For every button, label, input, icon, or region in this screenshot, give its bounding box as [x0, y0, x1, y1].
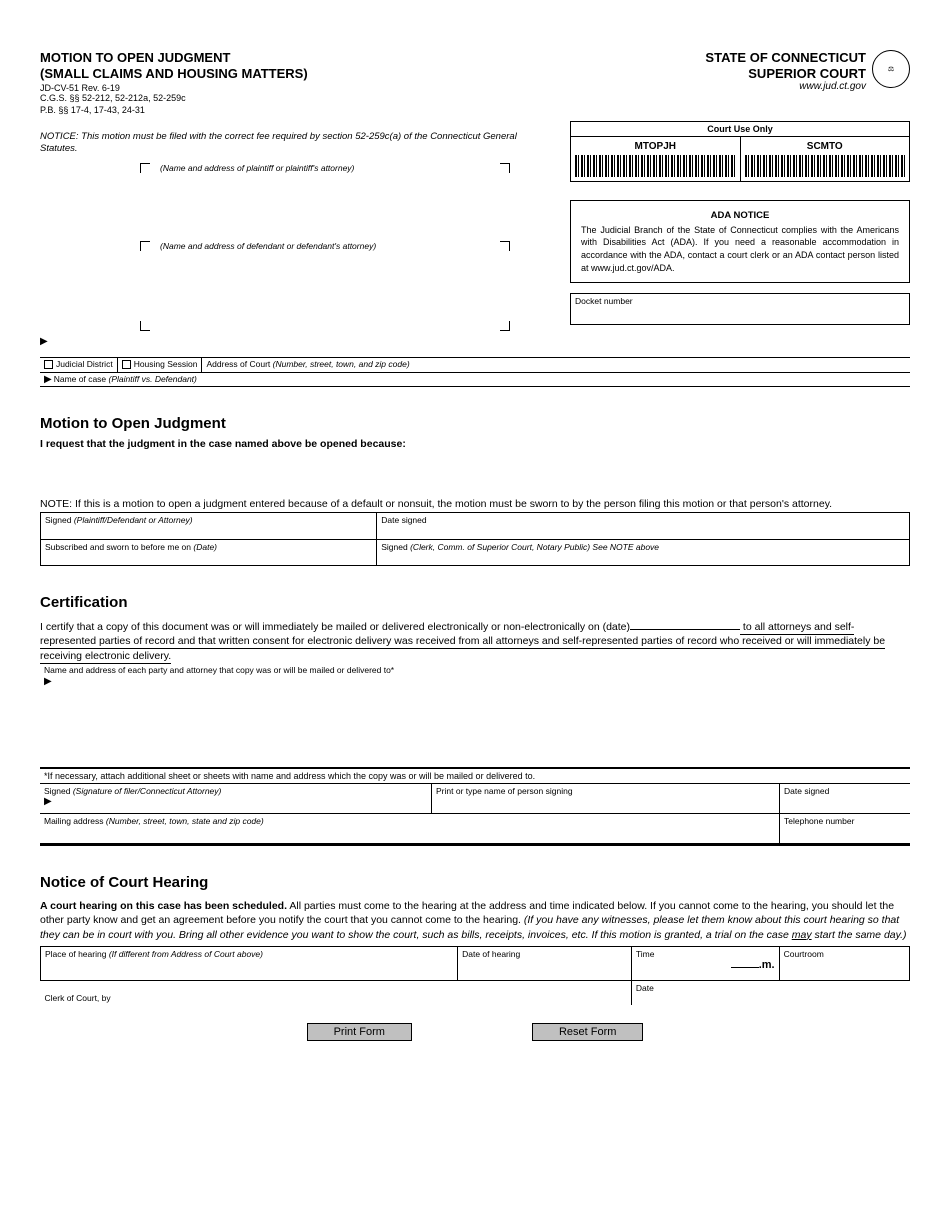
- signature-table-2: Signed (Signature of filer/Connecticut A…: [40, 784, 910, 845]
- hearing-body: A court hearing on this case has been sc…: [40, 899, 910, 942]
- certification-title: Certification: [40, 594, 910, 611]
- judicial-district-checkbox[interactable]: Judicial District: [40, 358, 118, 371]
- signature-table-1: Signed (Plaintiff/Defendant or Attorney)…: [40, 513, 910, 566]
- court-name: SUPERIOR COURT: [705, 66, 866, 82]
- case-name-field[interactable]: ▶Name of case (Plaintiff vs. Defendant): [40, 373, 910, 387]
- arrow-icon: ▶: [40, 676, 910, 687]
- attach-note: *If necessary, attach additional sheet o…: [40, 769, 910, 784]
- ada-title: ADA NOTICE: [581, 209, 899, 222]
- docket-number-field[interactable]: Docket number: [570, 293, 910, 325]
- print-form-button[interactable]: Print Form: [307, 1023, 412, 1041]
- court-address-field[interactable]: Address of Court (Number, street, town, …: [202, 358, 910, 371]
- courtroom-field[interactable]: Courtroom: [779, 946, 909, 980]
- arrow-icon: ▶: [40, 336, 48, 347]
- barcode-label-1: MTOPJH: [575, 141, 736, 152]
- court-seal-icon: ⚖: [872, 50, 910, 88]
- form-number: JD-CV-51 Rev. 6-19: [40, 83, 492, 93]
- form-header: MOTION TO OPEN JUDGMENT (SMALL CLAIMS AN…: [40, 50, 910, 117]
- barcode-label-2: SCMTO: [745, 141, 906, 152]
- filing-notice: NOTICE: This motion must be filed with t…: [40, 131, 550, 156]
- hearing-date-field[interactable]: Date of hearing: [458, 946, 632, 980]
- hearing-title: Notice of Court Hearing: [40, 874, 910, 891]
- party-address-label: Name and address of each party and attor…: [40, 664, 910, 676]
- signed-field[interactable]: Signed (Plaintiff/Defendant or Attorney): [41, 513, 377, 539]
- date-signed-field[interactable]: Date signed: [377, 513, 910, 539]
- court-use-only-box: Court Use Only MTOPJH SCMTO: [570, 121, 910, 182]
- website: www.jud.ct.gov: [705, 81, 866, 92]
- hearing-date-2-field[interactable]: Date: [631, 980, 909, 1005]
- motion-note: NOTE: If this is a motion to open a judg…: [40, 498, 910, 514]
- date-signed-2-field[interactable]: Date signed: [780, 784, 911, 814]
- barcode-1: [575, 155, 736, 177]
- clerk-signature-field[interactable]: Clerk of Court, by: [41, 980, 632, 1005]
- barcode-2: [745, 155, 906, 177]
- form-title-2: (SMALL CLAIMS AND HOUSING MATTERS): [40, 66, 492, 82]
- court-use-title: Court Use Only: [571, 122, 909, 137]
- statute-ref-1: C.G.S. §§ 52-212, 52-212a, 52-259c: [40, 93, 492, 105]
- hearing-place-field[interactable]: Place of hearing (If different from Addr…: [41, 946, 458, 980]
- state-name: STATE OF CONNECTICUT: [705, 50, 866, 66]
- plaintiff-address-label: (Name and address of plaintiff or plaint…: [160, 163, 354, 173]
- certification-body: I certify that a copy of this document w…: [40, 619, 910, 664]
- sworn-date-field[interactable]: Subscribed and sworn to before me on (Da…: [41, 539, 377, 565]
- filer-signature-field[interactable]: Signed (Signature of filer/Connecticut A…: [40, 784, 432, 814]
- cert-date-field[interactable]: [630, 619, 740, 630]
- statute-ref-2: P.B. §§ 17-4, 17-43, 24-31: [40, 105, 492, 117]
- plaintiff-address-block[interactable]: (Name and address of plaintiff or plaint…: [40, 163, 550, 233]
- clerk-signed-field[interactable]: Signed (Clerk, Comm. of Superior Court, …: [377, 539, 910, 565]
- mailing-address-field[interactable]: Mailing address (Number, street, town, s…: [40, 814, 780, 844]
- form-title-1: MOTION TO OPEN JUDGMENT: [40, 50, 492, 66]
- defendant-address-label: (Name and address of defendant or defend…: [160, 241, 376, 251]
- print-name-field[interactable]: Print or type name of person signing: [432, 784, 780, 814]
- motion-section-title: Motion to Open Judgment: [40, 415, 910, 432]
- reset-form-button[interactable]: Reset Form: [532, 1023, 643, 1041]
- telephone-field[interactable]: Telephone number: [780, 814, 911, 844]
- ada-body: The Judicial Branch of the State of Conn…: [581, 224, 899, 274]
- defendant-address-block[interactable]: (Name and address of defendant or defend…: [40, 241, 550, 331]
- ada-notice-box: ADA NOTICE The Judicial Branch of the St…: [570, 200, 910, 284]
- hearing-time-field[interactable]: Time.m.: [631, 946, 779, 980]
- hearing-table: Place of hearing (If different from Addr…: [40, 946, 910, 1005]
- housing-session-checkbox[interactable]: Housing Session: [118, 358, 203, 371]
- docket-label: Docket number: [575, 296, 633, 306]
- motion-request-text: I request that the judgment in the case …: [40, 438, 910, 450]
- court-info-row: Judicial District Housing Session Addres…: [40, 357, 910, 372]
